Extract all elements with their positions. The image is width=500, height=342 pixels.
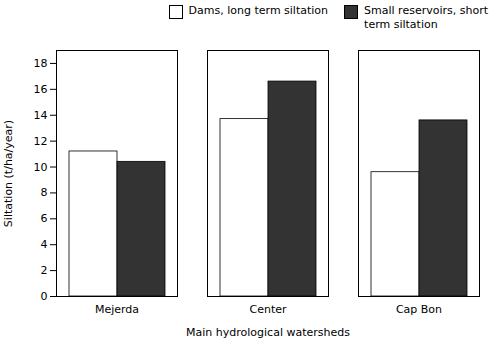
svg-text:10: 10 [34,161,48,174]
svg-text:Siltation (t/ha/year): Siltation (t/ha/year) [2,120,15,227]
html-text:Small reservoirs, short term s: Small reservoirs, short term siltation [364,4,488,31]
svg-text:Cap Bon: Cap Bon [396,303,442,316]
svg-text:4: 4 [41,238,48,251]
svg-text:8: 8 [41,186,48,199]
svg-text:Center: Center [249,303,287,316]
svg-text:12: 12 [34,135,48,148]
svg-text:2: 2 [41,264,48,277]
svg-text:0: 0 [41,290,48,303]
svg-text:Mejerda: Mejerda [95,303,139,316]
svg-text:18: 18 [34,57,48,70]
svg-text:6: 6 [41,212,48,225]
svg-text:Main hydrological watersheds: Main hydrological watersheds [186,326,350,339]
html-text:Dams, long term siltation: Dams, long term siltation [188,4,329,17]
svg-text:14: 14 [34,109,48,122]
svg-text:16: 16 [34,83,48,96]
